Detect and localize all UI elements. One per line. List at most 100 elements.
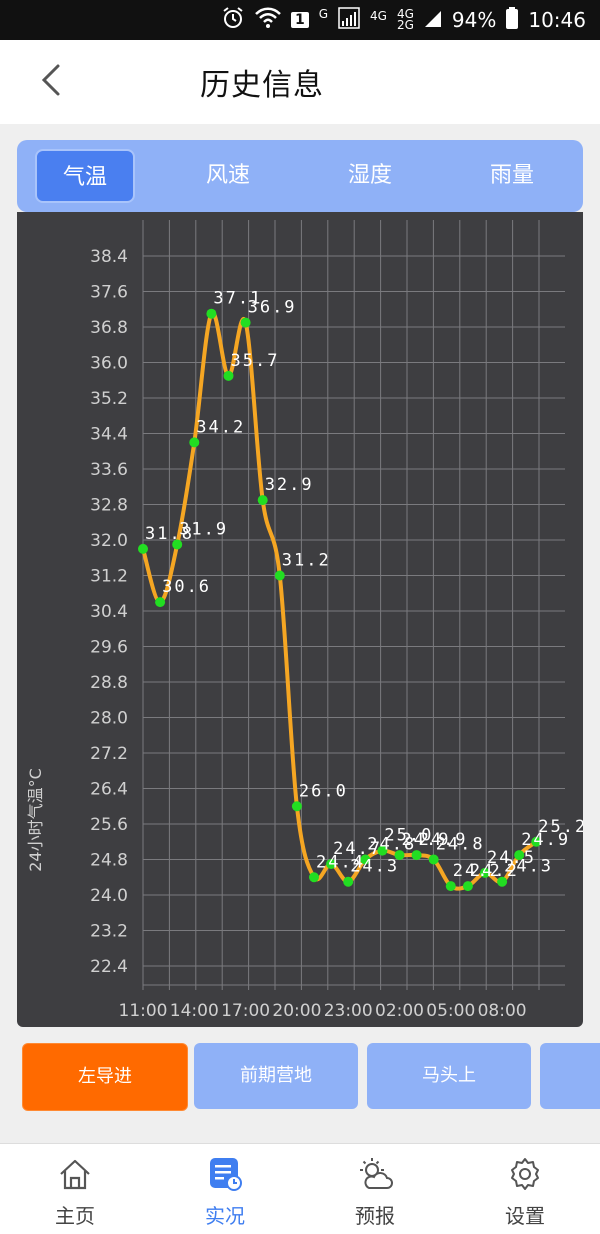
tab-rainfall[interactable]: 雨量 <box>489 163 534 188</box>
data-label: 32.9 <box>265 475 314 495</box>
station-button-zuodaojin[interactable]: 左导进 <box>22 1043 188 1111</box>
back-button[interactable] <box>38 58 68 102</box>
weather-forecast-icon <box>360 1158 393 1189</box>
signal-g-label: G <box>318 7 329 21</box>
status-bar: 1 G 4G 4G 2G 94% 10:46 <box>0 0 600 40</box>
station-button-more[interactable] <box>540 1043 600 1109</box>
data-point <box>138 543 148 554</box>
data-point <box>360 854 371 865</box>
y-tick-label: 23.2 <box>90 922 128 942</box>
x-tick-label: 17:00 <box>221 1001 270 1021</box>
line-chart: 38.4 37.6 36.8 36.0 35.2 34.4 33.6 32.8 32.0 31.2… <box>26 220 583 1021</box>
data-label: 31.8 <box>145 524 194 544</box>
x-tick-label: 14:00 <box>170 1001 219 1021</box>
home-icon <box>60 1159 90 1190</box>
y-tick-label: 34.4 <box>90 425 128 445</box>
y-tick-label: 31.2 <box>90 567 128 587</box>
y-tick-label: 30.4 <box>90 602 128 622</box>
battery-percent: 94% <box>451 8 497 32</box>
data-point <box>189 437 200 448</box>
data-label: 24.3 <box>350 857 399 877</box>
data-label: 31.9 <box>179 519 228 539</box>
data-point <box>497 876 508 887</box>
alarm-clock-icon <box>221 6 245 35</box>
nav-settings-label: 设置 <box>505 1204 545 1228</box>
data-label: 24.5 <box>487 848 536 868</box>
x-axis-ticks: 11:00 14:00 17:00 20:00 23:00 02:00 05:00 08:00 <box>119 1001 527 1021</box>
y-tick-label: 26.4 <box>90 780 128 800</box>
temperature-chart: 38.4 37.6 36.8 36.0 35.2 34.4 33.6 32.8 32.0 31.2… <box>17 212 583 1027</box>
tab-wind-speed[interactable]: 风速 <box>205 163 250 188</box>
y-tick-label: 37.6 <box>90 283 128 303</box>
x-tick-label: 11:00 <box>119 1001 168 1021</box>
network-4g-2-label: 4G <box>396 7 414 21</box>
y-tick-label: 24.0 <box>90 886 128 906</box>
tab-temperature[interactable]: 气温 <box>35 149 135 203</box>
data-label: 24.2 <box>453 861 502 881</box>
nav-forecast-label: 预报 <box>355 1204 395 1228</box>
data-label: 24.4 <box>316 852 365 872</box>
y-axis-ticks: 38.4 37.6 36.8 36.0 35.2 34.4 33.6 32.8 32.0 31.2… <box>90 247 128 977</box>
data-point <box>172 539 183 550</box>
data-label: 26.0 <box>299 781 348 801</box>
y-tick-label: 36.0 <box>90 354 128 374</box>
nav-home-label: 主页 <box>55 1204 95 1228</box>
y-tick-label: 25.6 <box>90 815 128 835</box>
data-point <box>514 850 525 861</box>
data-point <box>480 867 490 878</box>
data-point <box>394 850 405 861</box>
chevron-left-icon <box>41 64 60 96</box>
clock-time: 10:46 <box>528 8 586 32</box>
data-label: 31.2 <box>282 551 331 571</box>
data-label: 34.2 <box>196 417 245 437</box>
nav-home[interactable]: 主页 <box>0 1144 150 1234</box>
tab-humidity[interactable]: 湿度 <box>347 163 392 188</box>
data-point <box>206 308 217 319</box>
battery-icon <box>506 6 519 34</box>
data-label: 24.9 <box>419 830 468 850</box>
data-label: 25.0 <box>384 826 433 846</box>
nav-settings[interactable]: 设置 <box>450 1144 600 1234</box>
y-tick-label: 22.4 <box>90 957 128 977</box>
data-label: 24.9 <box>402 830 451 850</box>
data-point <box>377 845 388 856</box>
data-label: 25.2 <box>538 817 583 837</box>
station-selector: 左导进 前期营地 马头上 <box>0 1043 600 1111</box>
gear-icon <box>511 1158 539 1190</box>
bottom-navigation: 主页 实况 预报 设置 <box>0 1143 600 1234</box>
metric-tab-bar: 气温 风速 湿度 雨量 <box>17 140 583 212</box>
data-point <box>531 836 542 847</box>
data-point <box>343 876 354 887</box>
data-label: 24.3 <box>504 857 553 877</box>
data-points <box>138 308 542 892</box>
station-button-qianqi-yingdi[interactable]: 前期营地 <box>194 1043 358 1109</box>
nav-live[interactable]: 实况 <box>150 1144 300 1234</box>
notification-badge: 1 <box>290 12 309 28</box>
x-tick-label: 05:00 <box>426 1001 475 1021</box>
data-label: 24.9 <box>521 830 570 850</box>
x-tick-label: 08:00 <box>478 1001 527 1021</box>
data-point <box>223 370 234 381</box>
data-point <box>291 801 302 812</box>
y-tick-label: 36.8 <box>90 318 128 338</box>
signal-bars-icon <box>424 8 442 33</box>
y-tick-label: 38.4 <box>90 247 128 267</box>
data-label: 30.6 <box>162 577 211 597</box>
data-label: 37.1 <box>213 289 262 309</box>
y-tick-label: 27.2 <box>90 744 128 764</box>
y-tick-label: 29.6 <box>90 638 128 658</box>
network-4g-2g-label: 4G 2G <box>396 7 414 32</box>
station-button-matoushang[interactable]: 马头上 <box>367 1043 531 1109</box>
network-2g-label: 2G <box>396 18 414 32</box>
grid-lines <box>142 220 565 990</box>
y-axis-label: 24小时气温°C <box>26 768 45 872</box>
signal-strength-icon <box>338 6 360 34</box>
data-labels: 31.8 30.6 31.9 34.2 37.1 35.7 36.9 32.9 31.2 26.0… <box>145 289 583 881</box>
data-point <box>445 881 456 892</box>
x-tick-label: 23:00 <box>324 1001 373 1021</box>
status-right: 1 G 4G 4G 2G 94% 10:46 <box>221 0 586 40</box>
data-point <box>257 495 268 506</box>
data-label: 36.9 <box>248 298 297 318</box>
y-tick-label: 28.0 <box>90 709 128 729</box>
nav-forecast[interactable]: 预报 <box>300 1144 450 1234</box>
